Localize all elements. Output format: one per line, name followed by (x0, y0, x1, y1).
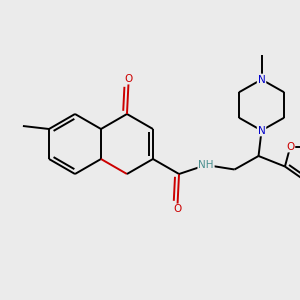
Text: N: N (258, 125, 266, 136)
Text: O: O (286, 142, 294, 152)
Text: NH: NH (198, 160, 214, 170)
Text: O: O (124, 74, 133, 84)
Text: O: O (173, 204, 182, 214)
Text: N: N (258, 74, 266, 85)
